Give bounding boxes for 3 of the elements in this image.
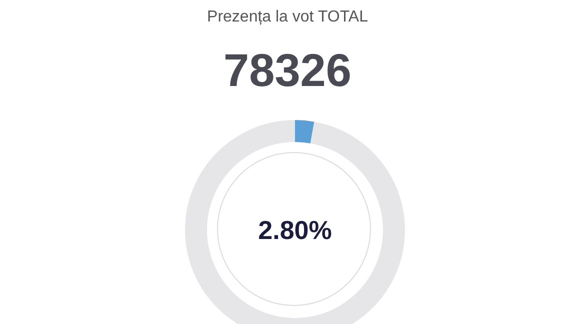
chart-title: Prezența la vot TOTAL (207, 8, 368, 26)
data-label: 2.80% (258, 215, 332, 245)
chart-subtitle: 78326 (224, 44, 352, 96)
